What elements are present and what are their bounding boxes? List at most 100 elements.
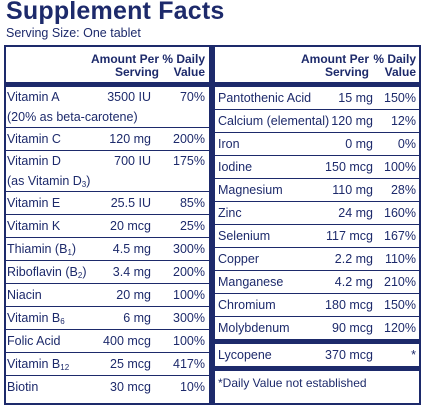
- nutrient-name: Chromium: [218, 298, 276, 312]
- nutrient-name: Magnesium: [218, 183, 283, 197]
- nutrient-amount: 700 IU: [114, 154, 151, 168]
- nutrient-daily-value: 300%: [173, 242, 205, 256]
- nutrient-amount: 25.5 IU: [110, 196, 151, 210]
- nutrient-amount: 2.2 mg: [334, 252, 373, 266]
- nutrient-name: Niacin: [7, 288, 42, 302]
- panel-title: Supplement Facts: [6, 0, 225, 25]
- nutrient-row-lycopene: Lycopene 370 mcg *: [215, 344, 421, 371]
- nutrient-daily-value: 100%: [173, 288, 205, 302]
- nutrient-row-manganese: Manganese 4.2 mg 210%: [215, 271, 421, 294]
- nutrient-amount: 117 mcg: [325, 229, 373, 243]
- nutrient-amount: 0 mg: [345, 137, 373, 151]
- nutrient-row-vitamin-e: Vitamin E 25.5 IU 85%: [4, 192, 209, 215]
- nutrient-daily-value: 28%: [390, 183, 416, 197]
- nutrient-row-pantothenic-acid: Pantothenic Acid 15 mg 150%: [215, 87, 421, 110]
- nutrient-amount: 370 mcg: [325, 348, 373, 362]
- column-divider: [209, 45, 215, 405]
- nutrient-daily-value: 150%: [384, 298, 416, 312]
- daily-value-footnote: *Daily Value not established: [218, 376, 367, 390]
- nutrient-name: Calcium (elemental): [218, 114, 330, 128]
- daily-value-header: % Daily Value: [162, 52, 205, 79]
- nutrient-row-zinc: Zinc 24 mg 160%: [215, 202, 421, 225]
- nutrient-amount: 110 mg: [332, 183, 373, 197]
- nutrient-daily-value: *: [411, 348, 416, 362]
- nutrient-daily-value: 160%: [384, 206, 416, 220]
- serving-size: Serving Size: One tablet: [6, 26, 141, 40]
- nutrient-row-folic-acid: Folic Acid 400 mcg 100%: [4, 330, 209, 353]
- nutrient-row-biotin: Biotin 30 mcg 10%: [4, 376, 209, 398]
- nutrient-daily-value: 10%: [179, 380, 205, 394]
- nutrient-name: Biotin: [7, 380, 39, 394]
- nutrient-daily-value: 300%: [173, 311, 205, 325]
- nutrient-amount: 4.5 mg: [112, 242, 151, 256]
- nutrient-name: Manganese: [218, 275, 284, 289]
- nutrient-daily-value: 200%: [173, 132, 205, 146]
- nutrient-row-thiamin: Thiamin (B1) 4.5 mg 300%: [4, 238, 209, 261]
- nutrient-name: Copper: [218, 252, 259, 266]
- nutrient-amount: 30 mcg: [110, 380, 151, 394]
- nutrient-name: Lycopene: [218, 348, 272, 362]
- nutrient-amount: 150 mcg: [325, 160, 373, 174]
- nutrient-row-calcium: Calcium (elemental) 120 mg 12%: [215, 110, 421, 133]
- nutrient-amount: 120 mg: [109, 132, 151, 146]
- nutrient-name: Zinc: [218, 206, 242, 220]
- nutrient-amount: 3.4 mg: [112, 265, 151, 279]
- nutrient-daily-value: 200%: [173, 265, 205, 279]
- nutrient-name: Vitamin K: [7, 219, 61, 233]
- nutrient-row-vitamin-k: Vitamin K 20 mcg 25%: [4, 215, 209, 238]
- nutrient-row-selenium: Selenium 117 mcg 167%: [215, 225, 421, 248]
- nutrient-name: Vitamin B6: [7, 311, 65, 326]
- nutrient-row-vitamin-b6: Vitamin B6 6 mg 300%: [4, 307, 209, 330]
- nutrient-name: Vitamin B12: [7, 357, 70, 372]
- nutrient-daily-value: 100%: [173, 334, 205, 348]
- nutrient-daily-value: 175%: [173, 154, 205, 168]
- nutrient-name: Vitamin C: [7, 132, 61, 146]
- nutrient-name: Vitamin A: [7, 90, 60, 104]
- nutrient-amount: 180 mcg: [325, 298, 373, 312]
- nutrient-name: Iodine: [218, 160, 253, 174]
- nutrient-daily-value: 100%: [384, 160, 416, 174]
- nutrient-row-niacin: Niacin 20 mg 100%: [4, 284, 209, 307]
- nutrient-row-vitamin-a: Vitamin A (20% as beta-carotene) 3500 IU…: [4, 87, 209, 128]
- nutrient-amount: 120 mg: [331, 114, 373, 128]
- nutrient-row-copper: Copper 2.2 mg 110%: [215, 248, 421, 271]
- nutrient-amount: 6 mg: [123, 311, 151, 325]
- amount-header: Amount Per Serving: [90, 52, 159, 79]
- nutrient-daily-value: 120%: [384, 321, 416, 335]
- nutrient-amount: 3500 IU: [107, 90, 151, 104]
- nutrient-daily-value: 25%: [179, 219, 205, 233]
- nutrient-name: Pantothenic Acid: [218, 91, 312, 105]
- nutrient-row-vitamin-d: Vitamin D (as Vitamin D3) 700 IU 175%: [4, 151, 209, 192]
- nutrient-amount: 25 mcg: [110, 357, 151, 371]
- left-column: Amount Per Serving % Daily Value Vitamin A…: [4, 47, 209, 398]
- nutrient-name: Molybdenum: [218, 321, 290, 335]
- nutrient-row-iodine: Iodine 150 mcg 100%: [215, 156, 421, 179]
- nutrient-amount: 20 mcg: [110, 219, 151, 233]
- nutrient-daily-value: 85%: [179, 196, 205, 210]
- nutrient-daily-value: 210%: [384, 275, 416, 289]
- nutrient-name: Selenium: [218, 229, 271, 243]
- nutrient-amount: 4.2 mg: [334, 275, 373, 289]
- nutrient-row-vitamin-c: Vitamin C 120 mg 200%: [4, 128, 209, 151]
- nutrient-amount: 24 mg: [338, 206, 373, 220]
- nutrient-daily-value: 0%: [397, 137, 416, 151]
- nutrient-daily-value: 110%: [384, 252, 416, 266]
- nutrient-amount: 400 mcg: [103, 334, 151, 348]
- nutrient-note: (as Vitamin D3): [7, 174, 91, 189]
- nutrient-daily-value: 167%: [384, 229, 416, 243]
- nutrient-row-magnesium: Magnesium 110 mg 28%: [215, 179, 421, 202]
- amount-header: Amount Per Serving: [300, 52, 369, 79]
- nutrient-amount: 90 mcg: [332, 321, 373, 335]
- nutrient-daily-value: 70%: [179, 90, 205, 104]
- nutrient-name: Riboflavin (B2): [7, 265, 87, 280]
- daily-value-header: % Daily Value: [373, 52, 416, 79]
- nutrient-daily-value: 417%: [173, 357, 205, 371]
- nutrient-amount: 15 mg: [338, 91, 373, 105]
- nutrient-row-chromium: Chromium 180 mcg 150%: [215, 294, 421, 317]
- nutrient-name: Folic Acid: [7, 334, 61, 348]
- nutrient-row-riboflavin: Riboflavin (B2) 3.4 mg 200%: [4, 261, 209, 284]
- nutrient-name: Vitamin D: [7, 154, 61, 168]
- nutrient-row-vitamin-b12: Vitamin B12 25 mcg 417%: [4, 353, 209, 376]
- right-header: Amount Per Serving % Daily Value: [215, 47, 421, 87]
